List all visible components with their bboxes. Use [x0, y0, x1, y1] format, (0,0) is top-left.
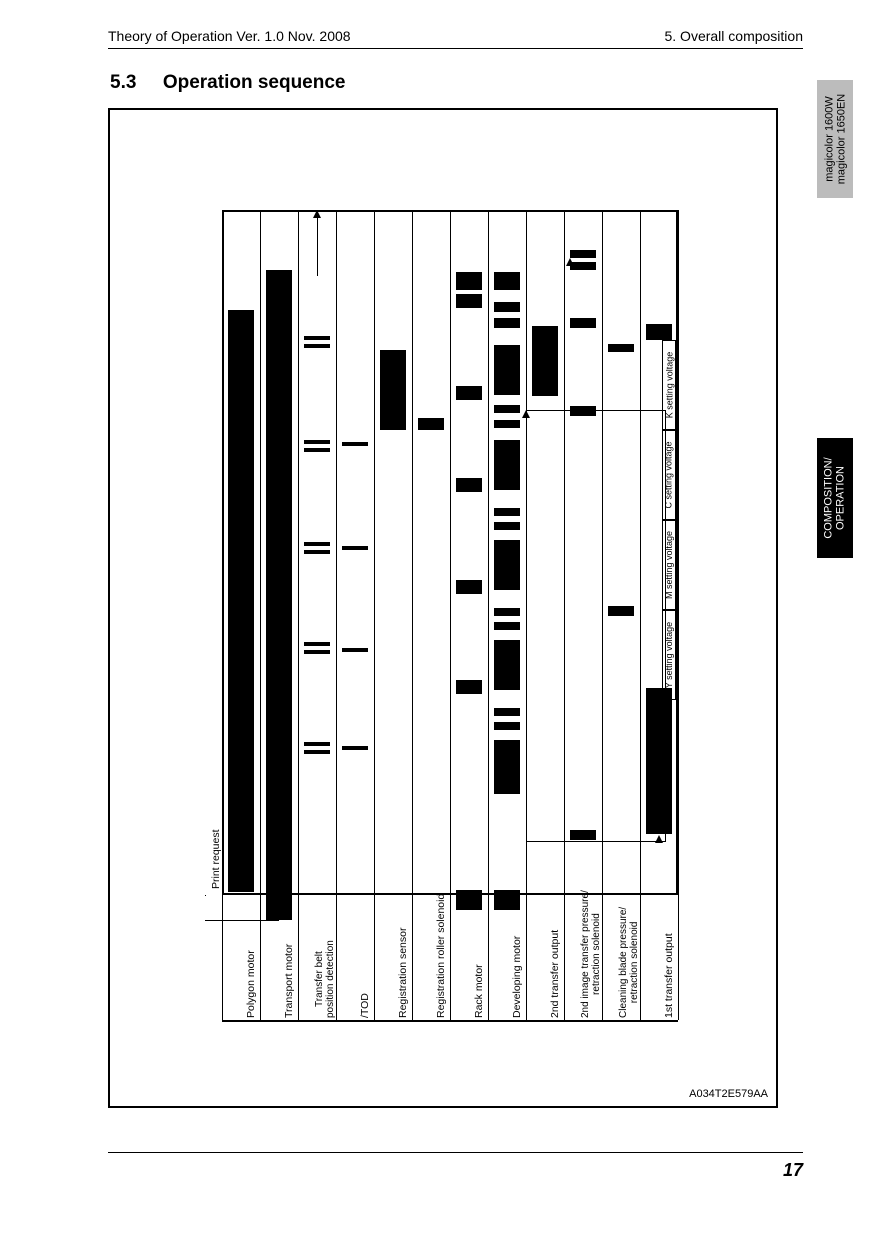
- col-divider: [336, 210, 337, 1020]
- voltage-label: M setting voltage: [662, 520, 676, 610]
- voltage-label: C setting voltage: [662, 430, 676, 520]
- timing-bar: [570, 250, 596, 258]
- timing-bar: [418, 418, 444, 430]
- voltage-label: Y setting voltage: [662, 610, 676, 700]
- timing-bar: [304, 742, 330, 746]
- callout-line: [317, 210, 318, 276]
- figure-container: Print request Polygon motor Transport moto…: [108, 108, 778, 1108]
- timing-bar: [494, 318, 520, 328]
- timing-bar: [304, 440, 330, 444]
- timing-bar: [456, 272, 482, 290]
- timing-bar: [494, 440, 520, 490]
- col-divider: [298, 210, 299, 1020]
- col-divider: [260, 210, 261, 1020]
- column-label-t2out: 2nd transfer output: [549, 930, 561, 1018]
- timing-bar: [532, 326, 558, 396]
- column-label-belt: Transfer beltposition detection: [314, 940, 336, 1018]
- timing-bar: [494, 345, 520, 395]
- section-heading: 5.3 Operation sequence: [110, 72, 346, 94]
- callout-box: [526, 410, 666, 842]
- section-number: 5.3: [110, 72, 136, 93]
- timing-bar: [304, 448, 330, 452]
- timing-bar: [494, 522, 520, 530]
- timing-bar: [342, 648, 368, 652]
- timing-bar: [494, 740, 520, 794]
- timing-bar: [304, 344, 330, 348]
- footer-rule: [108, 1152, 803, 1153]
- col-divider: [222, 210, 223, 1020]
- callout-arrow: [522, 410, 530, 418]
- timing-bar: [456, 478, 482, 492]
- timing-chart: Print request Polygon motor Transport moto…: [210, 150, 760, 1050]
- column-label-transport: Transport motor: [283, 944, 295, 1018]
- column-label-tod: /TOD: [359, 993, 371, 1018]
- column-label-dev: Developing motor: [511, 936, 523, 1018]
- column-label-reg: Registration sensor: [397, 928, 409, 1018]
- timing-bar: [494, 708, 520, 716]
- callout-arrow: [275, 912, 283, 920]
- timing-bar: [304, 642, 330, 646]
- timing-bar: [266, 270, 292, 920]
- column-label-polygon: Polygon motor: [245, 950, 257, 1018]
- header-left: Theory of Operation Ver. 1.0 Nov. 2008: [108, 28, 351, 44]
- timing-bar: [494, 508, 520, 516]
- column-label-t1out: 1st transfer output: [663, 933, 675, 1018]
- header-rule: [108, 48, 803, 49]
- callout-arrow: [566, 258, 574, 266]
- timing-bar: [570, 318, 596, 328]
- timing-bar: [342, 546, 368, 550]
- col-divider: [412, 210, 413, 1020]
- timing-bar: [380, 350, 406, 430]
- timing-bar: [494, 722, 520, 730]
- timing-bar: [304, 750, 330, 754]
- timing-bar: [304, 550, 330, 554]
- timing-bar: [342, 746, 368, 750]
- timing-bar: [456, 386, 482, 400]
- print-request-label: Print request: [210, 829, 222, 889]
- column-label-clean: Cleaning blade pressure/retraction solen…: [618, 907, 640, 1018]
- timing-bar: [608, 344, 634, 352]
- timing-bar: [304, 542, 330, 546]
- callout-arrow: [313, 210, 321, 218]
- timing-bar: [456, 294, 482, 308]
- col-divider: [374, 210, 375, 1020]
- callout-arrow: [655, 835, 663, 843]
- timing-bar: [494, 405, 520, 413]
- timing-bar: [494, 608, 520, 616]
- timing-bar: [494, 272, 520, 290]
- print-request-line: [205, 895, 206, 896]
- callout-line: [205, 920, 279, 921]
- col-divider: [678, 210, 679, 1020]
- column-label-t2sol: 2nd image transfer pressure/retraction s…: [580, 890, 602, 1018]
- column-label-regroll: Registration roller solenoid: [435, 894, 447, 1018]
- timing-bar: [342, 442, 368, 446]
- timing-bar: [494, 302, 520, 312]
- column-label-rack: Rack motor: [473, 964, 485, 1018]
- header-right: 5. Overall composition: [664, 28, 803, 44]
- voltage-label: K setting voltage: [662, 340, 676, 430]
- timing-bar: [494, 540, 520, 590]
- timing-bar: [456, 580, 482, 594]
- timing-bar: [494, 420, 520, 428]
- timing-bar: [494, 622, 520, 630]
- timing-bar: [646, 324, 672, 340]
- timing-bar: [456, 680, 482, 694]
- side-tab-section: COMPOSITION/OPERATION: [817, 438, 853, 558]
- side-tab-model: magicolor 1600Wmagicolor 1650EN: [817, 80, 853, 198]
- timing-bar: [494, 640, 520, 690]
- figure-code: A034T2E579AA: [689, 1088, 768, 1100]
- label-area-bottom: [222, 1020, 678, 1022]
- page-number: 17: [783, 1160, 803, 1181]
- timing-bar: [228, 310, 254, 892]
- timing-bar: [304, 336, 330, 340]
- timing-bar: [456, 890, 482, 910]
- timing-bar: [304, 650, 330, 654]
- col-divider: [488, 210, 489, 1020]
- col-divider: [450, 210, 451, 1020]
- timing-bar: [494, 890, 520, 910]
- section-title-text: Operation sequence: [163, 72, 346, 93]
